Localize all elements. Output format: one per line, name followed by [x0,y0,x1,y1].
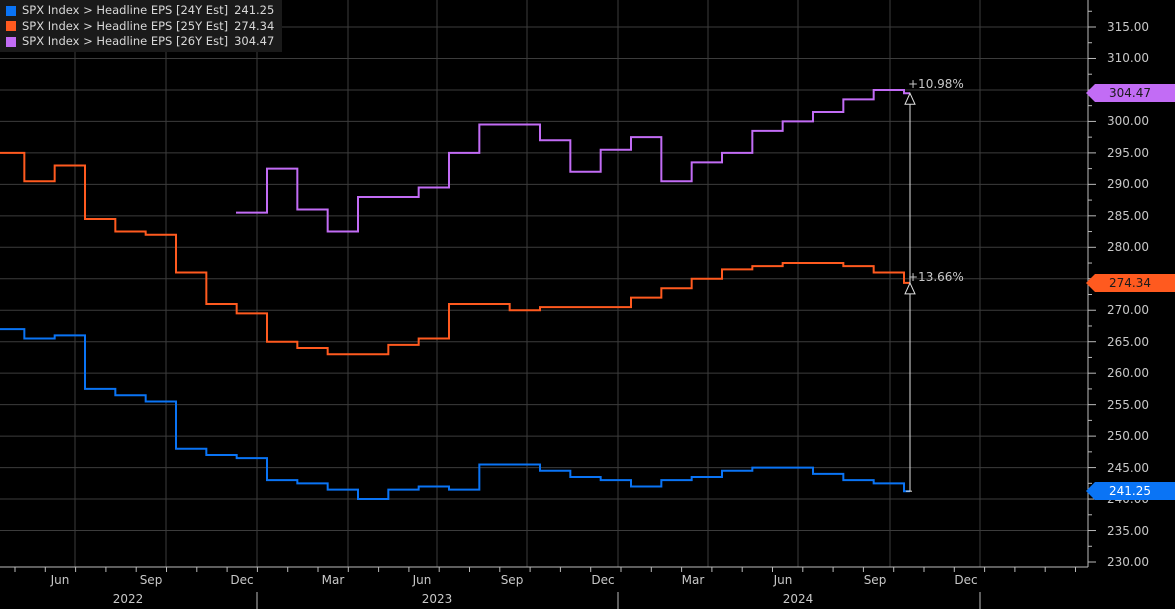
y-tick-label: 230.00 [1107,555,1149,569]
legend-value: 274.34 [234,18,275,33]
legend-label: SPX Index > Headline EPS [24Y Est] [22,3,229,17]
y-tick-label: 255.00 [1107,397,1149,412]
x-year-label: 2024 [782,592,814,606]
swatch-26y-icon [6,36,16,47]
y-tick-label: 245.00 [1107,460,1149,475]
swatch-24y-icon [6,5,16,16]
legend-label: SPX Index > Headline EPS [26Y Est] [22,34,229,48]
x-tick-label: Mar [681,573,705,587]
series-line-2 [236,88,910,233]
y-tick-label: 290.00 [1107,177,1149,192]
x-tick-label: Dec [954,573,978,587]
legend-label: SPX Index > Headline EPS [25Y Est] [22,18,229,33]
legend: SPX Index > Headline EPS [24Y Est] 241.2… [0,0,283,52]
legend-item-26y[interactable]: SPX Index > Headline EPS [26Y Est] 304.4… [6,34,274,50]
y-tick-label: 295.00 [1107,145,1149,160]
series-lines [0,88,910,501]
series-line-0 [0,328,910,501]
x-tick-label: Sep [139,573,163,587]
legend-value: 304.47 [234,34,275,48]
y-tick-label: 235.00 [1107,523,1149,538]
y-tick-label: 285.00 [1107,208,1149,223]
y-tick-label: 250.00 [1107,429,1149,444]
last-price-tag: 304.47 [1086,84,1175,103]
x-tick-label: Jun [50,573,70,587]
lower-change-label: +13.66% [908,270,964,284]
x-axis [0,566,1088,609]
last-price-tag: 274.34 [1086,273,1175,292]
x-tick-label: Dec [591,573,615,587]
legend-item-25y[interactable]: SPX Index > Headline EPS [25Y Est] 274.3… [6,19,274,35]
y-tick-label: 310.00 [1107,51,1149,66]
x-tick-label: Sep [500,573,524,587]
upper-change-label: +10.98% [908,77,964,91]
series-line-1 [0,151,910,356]
change-annotation [904,92,916,492]
legend-value: 241.25 [234,3,275,17]
x-year-label: 2023 [421,592,453,606]
x-tick-label: Dec [230,573,254,587]
y-tick-label: 260.00 [1107,366,1149,381]
y-tick-label: 315.00 [1107,20,1149,34]
swatch-25y-icon [6,21,16,32]
x-year-label: 2022 [112,592,144,606]
y-tick-label: 270.00 [1107,303,1149,318]
x-tick-label: Jun [412,573,432,587]
y-tick-label: 280.00 [1107,240,1149,255]
x-tick-label: Mar [321,573,345,587]
x-tick-label: Sep [863,573,887,587]
legend-item-24y[interactable]: SPX Index > Headline EPS [24Y Est] 241.2… [6,3,274,19]
last-price-tag: 241.25 [1086,482,1175,501]
y-tick-label: 265.00 [1107,334,1149,349]
x-tick-label: Jun [773,573,793,587]
y-tick-label: 300.00 [1107,114,1149,129]
